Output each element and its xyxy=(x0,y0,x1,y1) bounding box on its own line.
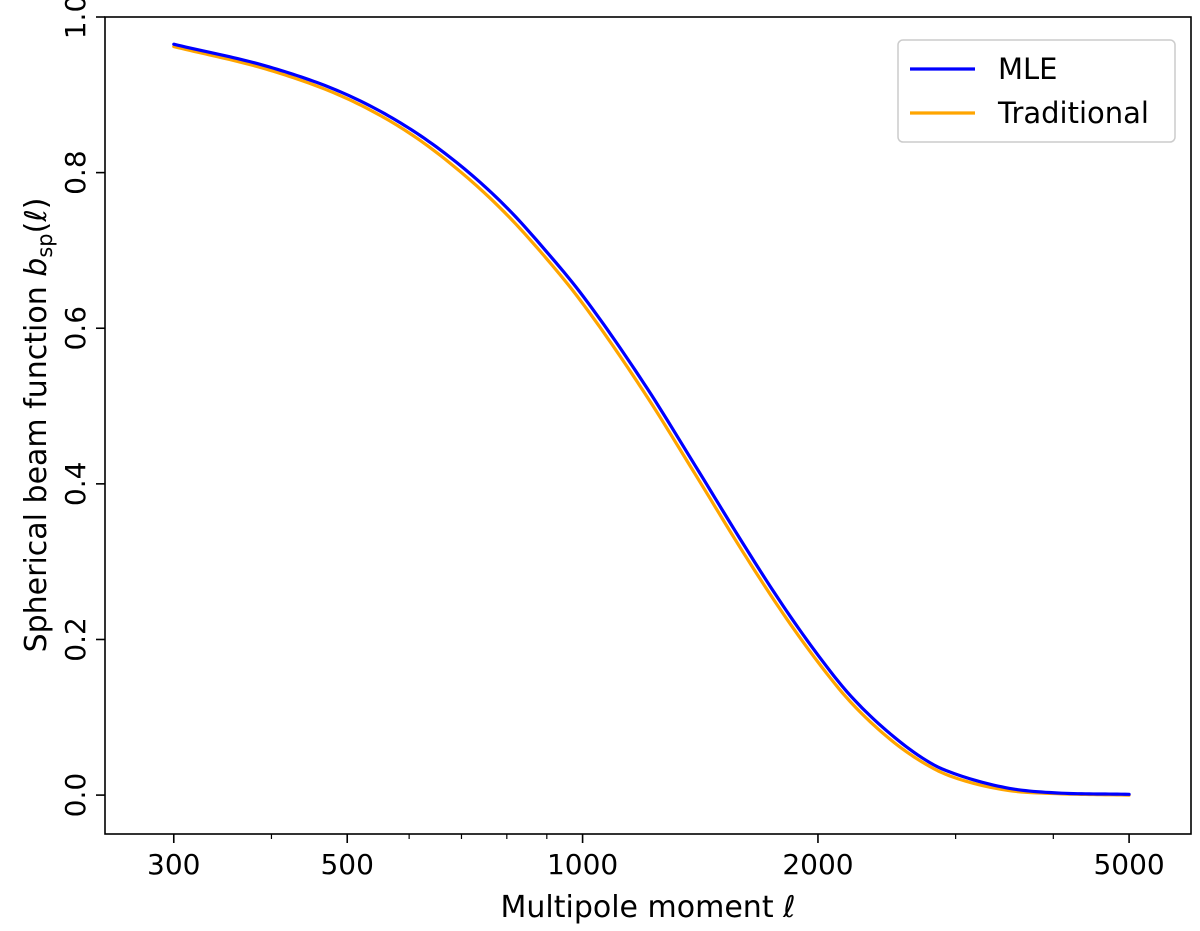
legend-label-mle: MLE xyxy=(998,52,1058,86)
x-tick-label-300: 300 xyxy=(147,848,200,881)
series-line-mle xyxy=(172,42,1131,796)
axis-ticks: 300 500 1000 2000 5000 0.0 0.2 0.4 0.6 0.8 1.0 xyxy=(59,0,1165,881)
legend-label-traditional: Traditional xyxy=(997,96,1149,130)
x-tick-label-500: 500 xyxy=(320,848,373,881)
legend: MLE Traditional xyxy=(897,39,1176,143)
x-tick-label-2000: 2000 xyxy=(782,848,853,881)
y-axis-title: Spherical beam function bsp(ℓ) xyxy=(19,198,57,653)
plot-area xyxy=(172,42,1131,797)
x-axis-title: Multipole moment ℓ xyxy=(500,890,795,925)
y-tick-label-1: 0.2 xyxy=(59,617,92,662)
legend-box xyxy=(897,39,1176,143)
y-tick-label-0: 0.0 xyxy=(59,773,92,818)
x-tick-label-5000: 5000 xyxy=(1093,848,1164,881)
x-tick-label-1000: 1000 xyxy=(547,848,618,881)
plot-frame xyxy=(104,16,1192,835)
y-tick-label-4: 0.8 xyxy=(59,150,92,195)
y-tick-label-2: 0.4 xyxy=(59,462,92,507)
series-line-traditional xyxy=(172,44,1131,797)
y-tick-label-5: 1.0 xyxy=(59,0,92,39)
y-tick-label-3: 0.6 xyxy=(59,306,92,351)
